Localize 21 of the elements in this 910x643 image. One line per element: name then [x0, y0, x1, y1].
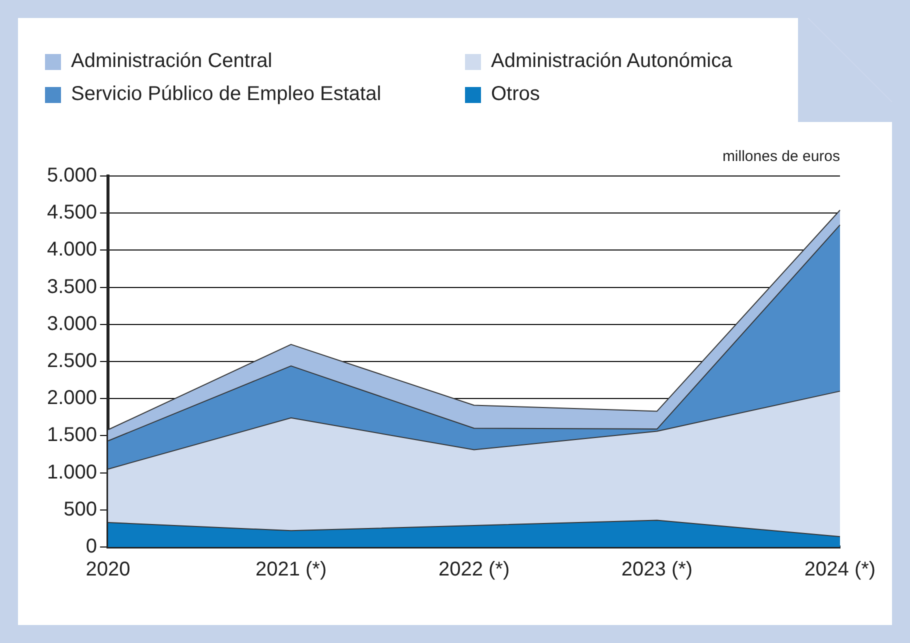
y-tick-label: 5.000 — [46, 164, 98, 187]
y-axis-title: millones de euros — [722, 148, 840, 165]
y-tick-label: 1.500 — [46, 424, 98, 446]
legend-label: Servicio Público de Empleo Estatal — [71, 83, 382, 106]
x-tick-label: 2023 (*) — [621, 558, 693, 581]
y-tick-label: 4.500 — [46, 202, 98, 224]
y-tick-label: 0 — [86, 536, 98, 558]
x-tick-label: 2020 — [86, 558, 130, 581]
y-tick-label: 1.000 — [46, 461, 98, 484]
legend-label: Administración Central — [71, 50, 272, 73]
y-tick-label: 3.500 — [46, 276, 98, 298]
y-tick-label: 500 — [64, 498, 98, 520]
y-tick-label: 4.000 — [46, 238, 98, 261]
legend-label: Administración Autonómica — [491, 50, 732, 73]
legend-label: Otros — [491, 83, 540, 106]
x-tick-label: 2021 (*) — [255, 558, 327, 581]
y-tick-label: 2.000 — [46, 387, 98, 410]
x-tick-label: 2022 (*) — [438, 558, 510, 581]
y-tick-label: 2.500 — [46, 350, 98, 372]
x-tick-label: 2024 (*) — [804, 558, 876, 581]
y-tick-label: 3.000 — [46, 312, 98, 335]
